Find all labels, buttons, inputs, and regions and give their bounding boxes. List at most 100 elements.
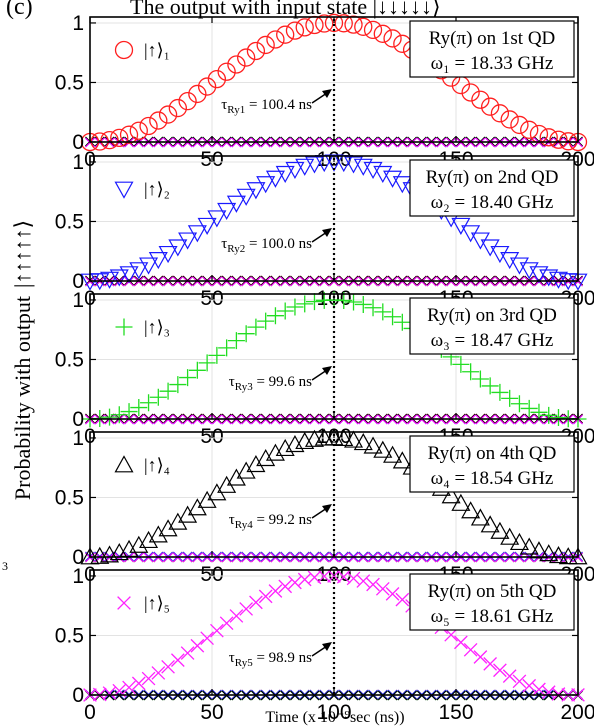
data-point (324, 154, 344, 172)
data-point (393, 34, 412, 53)
data-point (541, 685, 556, 699)
data-point (197, 217, 217, 235)
tau-annotation: τRy1 = 100.4 ns (221, 97, 312, 116)
info-box (409, 20, 575, 78)
tau-arrow-head (322, 504, 332, 513)
data-point (304, 156, 324, 174)
data-point (159, 382, 177, 400)
data-point (265, 170, 285, 188)
data-point (344, 430, 364, 448)
data-point (237, 48, 256, 67)
data-point (139, 530, 159, 549)
y-axis-label: Probability with output |↑↑↑↑↑⟩ (10, 220, 35, 500)
y-tick-label: 0.5 (55, 348, 84, 371)
data-point (471, 370, 489, 388)
info-box-frequency: ω₃ = 18.47 GHz (431, 330, 554, 351)
data-point (471, 90, 490, 109)
data-point (257, 312, 275, 330)
data-point (314, 428, 334, 446)
data-point (520, 399, 538, 417)
data-point (295, 18, 314, 37)
tau-arrow-head (322, 228, 332, 237)
y-axis-label-text: Probability with output (10, 296, 35, 500)
data-point (130, 399, 148, 417)
tau-subscript: Ry2 (227, 243, 245, 255)
data-point (285, 161, 305, 180)
data-point (548, 546, 568, 564)
data-point (226, 195, 246, 213)
legend-label: |↑⟩₁ (144, 40, 170, 60)
tau-subscript: Ry3 (235, 381, 253, 393)
x-axis-label: Time (x 10⁻⁹sec (ns)) (265, 709, 404, 726)
data-point (490, 245, 510, 264)
data-point (80, 547, 100, 565)
data-point (180, 646, 195, 660)
data-point (324, 13, 344, 33)
data-point (168, 239, 188, 257)
data-point (366, 577, 380, 592)
data-point (256, 35, 275, 55)
data-point (317, 569, 332, 584)
info-box-frequency: ω₂ = 18.40 GHz (431, 192, 554, 213)
data-point (500, 527, 520, 545)
data-point (158, 519, 178, 537)
data-point (539, 544, 559, 562)
x-tick-label: 50 (200, 701, 223, 724)
data-point (188, 361, 206, 379)
data-point (218, 339, 236, 357)
data-point (393, 313, 411, 331)
panel-label: (c) (6, 0, 33, 20)
data-point (227, 332, 245, 350)
data-point (131, 676, 146, 691)
data-point (149, 111, 168, 130)
y-tick-label: 0 (72, 546, 84, 569)
data-point (522, 678, 537, 693)
data-point (139, 116, 158, 136)
tau-arrow-head (322, 642, 332, 651)
y-tick-label: 0 (72, 131, 84, 154)
data-point (481, 377, 499, 395)
data-point (190, 638, 205, 653)
data-point (256, 176, 276, 194)
subplots: τRy1 = 100.4 ns05010015020000.51|↑⟩₁Ry(π… (55, 12, 594, 724)
data-point (539, 128, 558, 147)
legend-marker (115, 318, 133, 336)
data-point (207, 210, 227, 228)
data-point (364, 299, 382, 317)
data-point (530, 403, 548, 421)
data-point (480, 515, 500, 533)
data-point (519, 537, 539, 555)
data-point (473, 650, 488, 664)
legend-label: |↑⟩₃ (144, 317, 170, 337)
data-point (178, 232, 198, 250)
data-point (334, 428, 354, 447)
info-box-frequency: ω₁ = 18.33 GHz (431, 53, 554, 74)
data-point (226, 468, 246, 486)
legend-marker (114, 455, 134, 473)
data-point (276, 302, 294, 320)
data-point (161, 659, 175, 674)
data-point (179, 369, 197, 387)
data-point (168, 512, 188, 530)
data-point (363, 436, 383, 454)
legend-label: |↑⟩₂ (144, 179, 170, 199)
data-point (129, 262, 149, 280)
tau-subscript: Ry4 (235, 519, 253, 531)
data-point (100, 271, 120, 289)
data-point (512, 674, 527, 689)
data-point (286, 298, 304, 316)
data-point (100, 130, 119, 150)
data-point (345, 293, 363, 311)
data-point (227, 55, 246, 74)
data-point (266, 30, 285, 49)
data-point (501, 389, 519, 407)
info-box (409, 435, 575, 493)
data-point (481, 97, 500, 116)
data-point (493, 663, 507, 678)
tau-arrow-head (322, 89, 332, 98)
data-point (356, 574, 371, 588)
tau-subscript: Ry5 (235, 657, 253, 669)
data-point (148, 525, 168, 543)
data-point (452, 355, 470, 373)
data-point (200, 631, 214, 646)
